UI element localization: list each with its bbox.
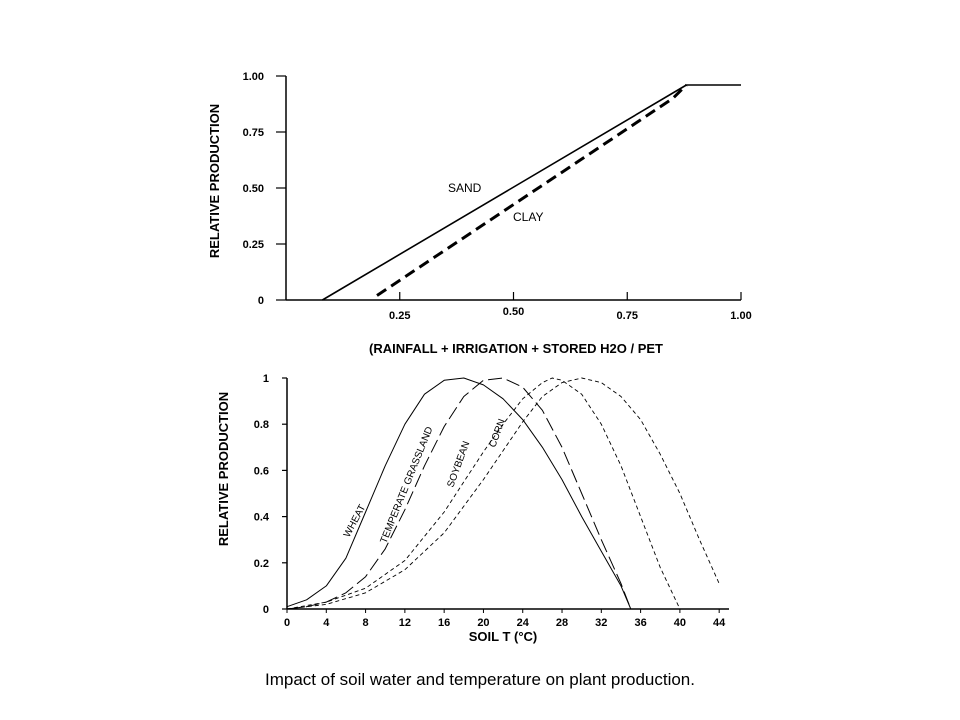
top-axes [276,75,742,301]
x-tick-label: 28 [556,617,568,629]
x-tick-label: 44 [713,617,726,629]
x-tick-label: 32 [595,617,607,629]
x-tick-label: 1.00 [730,310,751,322]
y-tick-label: 0.75 [243,127,264,139]
y-tick-label: 0 [263,604,269,616]
curve-label-wheat: WHEAT [342,503,368,539]
top-tick-labels: 0.25 0.50 0.75 1.00 0 0.25 0.50 0.75 1.00 [243,71,752,322]
series-line-soybean [286,377,681,610]
x-tick-label: 40 [674,617,686,629]
x-tick-label: 8 [363,617,369,629]
y-tick-label: 0.2 [254,558,269,570]
top-x-axis-title: (RAINFALL + IRRIGATION + STORED H2O / PE… [369,341,663,356]
y-tick-label: 1.00 [243,71,264,83]
x-tick-label: 24 [517,617,530,629]
x-tick-label: 36 [634,617,646,629]
figure-caption: Impact of soil water and temperature on … [265,670,695,689]
top-y-axis-title: RELATIVE PRODUCTION [207,104,222,258]
series-line-clay [376,83,688,297]
x-tick-label: 0.50 [503,306,524,318]
x-tick-label: 0.75 [617,310,638,322]
x-tick-label: 20 [477,617,489,629]
x-tick-label: 0.25 [389,310,410,322]
bottom-series-group [286,377,720,610]
bottom-axes [282,377,729,613]
series-label-sand: SAND [448,181,482,195]
bottom-y-axis-title: RELATIVE PRODUCTION [216,392,231,546]
y-tick-label: 0 [258,295,264,307]
y-tick-label: 0.4 [254,512,270,524]
series-line-wheat [286,377,632,610]
series-line-temperate-grassland [286,377,632,610]
y-tick-label: 0.50 [243,183,264,195]
series-line-corn [286,377,720,610]
top-series-group [321,83,741,301]
water-production-chart: 0.25 0.50 0.75 1.00 0 0.25 0.50 0.75 1.00 RELATI… [207,71,752,356]
x-tick-label: 16 [438,617,450,629]
y-tick-label: 0.6 [254,465,269,477]
curve-label-soybean: SOYBEAN [445,440,472,489]
temperature-production-chart: 0 4 8 12 16 20 24 28 32 36 40 44 0 0.2 0.4 0.6 0.8 1 RELA… [216,373,729,644]
y-tick-label: 0.8 [254,419,269,431]
x-tick-label: 12 [399,617,411,629]
y-tick-label: 1 [263,373,269,385]
series-label-clay: CLAY [513,210,543,224]
x-tick-label: 0 [284,617,290,629]
bottom-x-axis-title: SOIL T (°C) [469,629,538,644]
x-tick-label: 4 [323,617,330,629]
curve-label-corn: CORN [487,418,507,449]
y-tick-label: 0.25 [243,239,264,251]
curve-label-temperate-grassland: TEMPERATE GRASSLAND [379,425,436,545]
bottom-tick-labels: 0 4 8 12 16 20 24 28 32 36 40 44 0 0.2 0.4 0.6 0.8 1 [254,373,726,629]
series-line-sand [321,84,741,301]
